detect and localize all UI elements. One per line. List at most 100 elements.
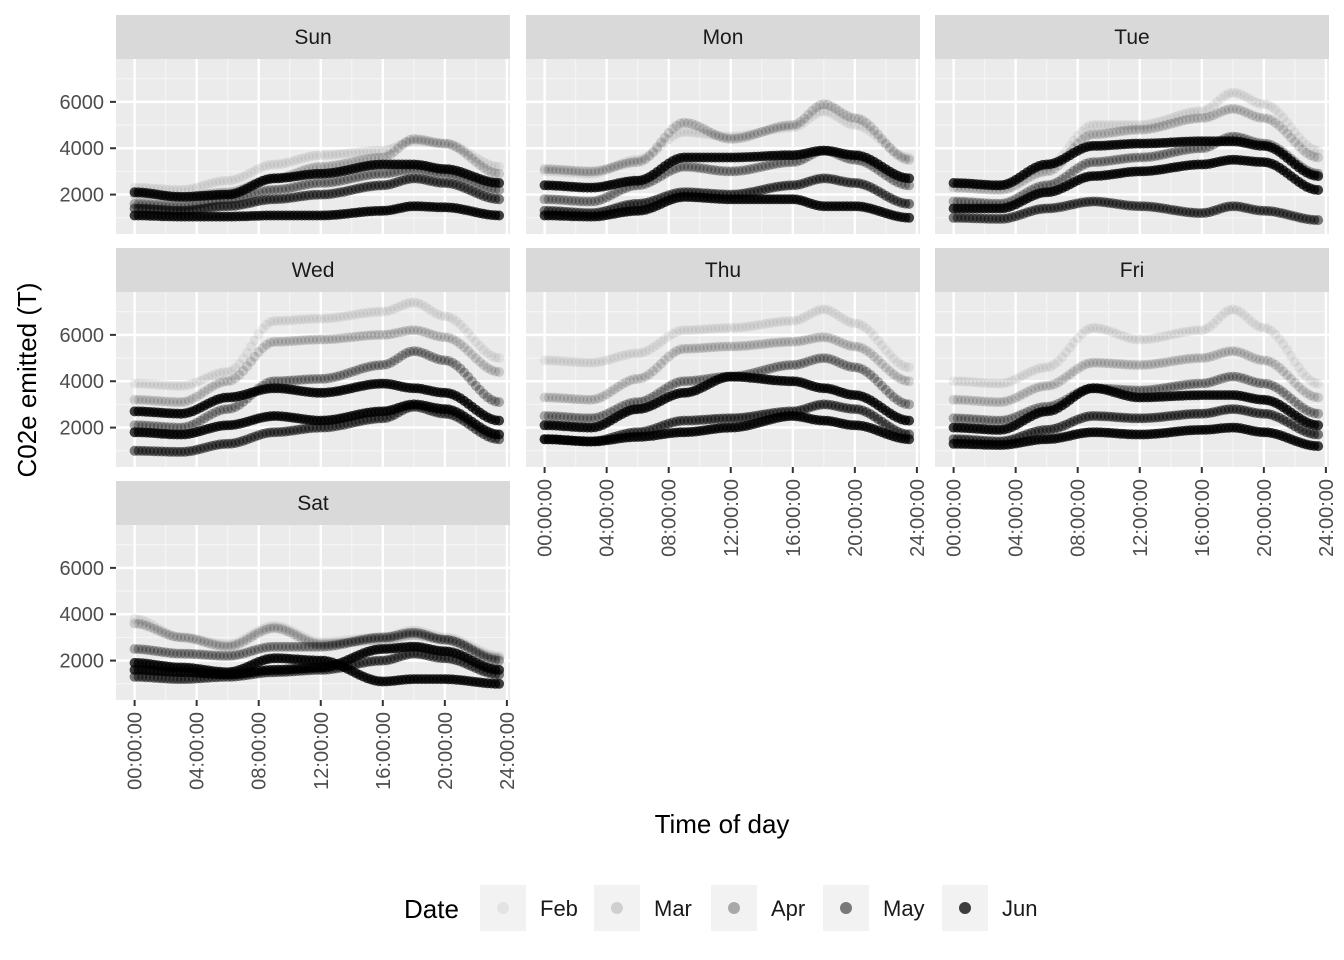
data-point (331, 333, 342, 344)
data-point (284, 157, 295, 168)
data-point (160, 627, 171, 638)
data-point (745, 321, 756, 332)
data-point (1189, 113, 1199, 124)
data-point (783, 336, 794, 347)
data-point (346, 637, 357, 648)
data-point (1169, 147, 1180, 157)
data-points (948, 87, 1324, 226)
data-point (960, 376, 971, 387)
data-point (818, 332, 829, 343)
data-point (1289, 127, 1300, 138)
legend-swatch (959, 902, 971, 914)
data-point (659, 137, 670, 148)
data-point (342, 332, 353, 343)
data-point (393, 630, 404, 641)
data-point (420, 349, 431, 359)
data-point (1270, 359, 1281, 370)
data-point (1243, 375, 1254, 386)
legend-label: May (883, 896, 925, 921)
data-point (1161, 148, 1172, 159)
data-point (904, 198, 915, 209)
data-point (339, 311, 349, 322)
data-point (490, 161, 501, 172)
data-point (315, 150, 326, 161)
data-point (776, 123, 787, 134)
data-point (1010, 374, 1021, 385)
data-point (455, 636, 466, 647)
data-point (393, 327, 404, 338)
data-point (381, 632, 392, 643)
data-point (900, 152, 911, 162)
data-point (578, 394, 589, 405)
legend-label: Apr (771, 896, 805, 921)
data-point (648, 147, 659, 158)
data-point (385, 631, 396, 642)
data-point (667, 328, 678, 339)
data-point (1119, 359, 1130, 370)
data-point (979, 415, 990, 425)
data-point (354, 308, 365, 319)
data-point (987, 396, 998, 407)
data-point (455, 363, 466, 374)
data-point (1158, 121, 1168, 131)
data-point (311, 636, 322, 647)
data-point (288, 315, 299, 326)
data-point (1057, 352, 1068, 363)
data-point (447, 139, 458, 150)
data-point (721, 341, 732, 352)
data-point (822, 332, 833, 343)
data-point (543, 392, 554, 403)
data-point (211, 369, 222, 380)
data-point (795, 336, 806, 347)
data-point (249, 335, 260, 346)
data-point (698, 324, 709, 335)
x-tick-label: 24:00:00 (497, 712, 519, 790)
data-point (234, 370, 245, 381)
data-point (968, 395, 978, 406)
data-point (1177, 327, 1188, 338)
data-point (412, 346, 423, 357)
data-point (838, 115, 849, 126)
data-point (1185, 114, 1196, 125)
data-point (1185, 326, 1196, 337)
data-point (187, 633, 198, 644)
data-point (203, 636, 214, 647)
data-point (764, 160, 775, 171)
legend-key (594, 885, 640, 931)
data-point (1146, 123, 1157, 134)
data-point (888, 353, 899, 364)
data-point (873, 355, 884, 366)
data-point (764, 338, 775, 349)
data-point (1068, 337, 1079, 348)
data-point (822, 353, 833, 364)
data-point (1142, 334, 1153, 345)
data-point (741, 165, 752, 175)
data-point (562, 412, 573, 423)
data-point (586, 413, 597, 424)
data-point (269, 641, 280, 652)
data-point (995, 415, 1006, 426)
data-point (393, 143, 404, 154)
data-point (1096, 357, 1106, 368)
data-point (211, 379, 222, 390)
x-tick-label: 20:00:00 (845, 479, 867, 557)
data-point (1305, 390, 1316, 401)
data-point (1138, 124, 1149, 135)
data-point (1309, 377, 1320, 388)
data-point (1130, 334, 1141, 345)
data-point (1033, 382, 1044, 393)
data-point (393, 140, 404, 151)
data-point (1200, 378, 1211, 389)
data-point (1127, 125, 1137, 135)
data-point (304, 334, 315, 345)
data-point (172, 380, 183, 391)
data-points (129, 134, 505, 222)
data-point (300, 632, 311, 643)
data-point (1289, 377, 1300, 388)
data-point (741, 131, 752, 142)
data-point (358, 635, 369, 646)
data-point (327, 334, 338, 345)
data-point (362, 146, 373, 157)
data-point (1103, 325, 1114, 336)
data-point (358, 633, 369, 644)
